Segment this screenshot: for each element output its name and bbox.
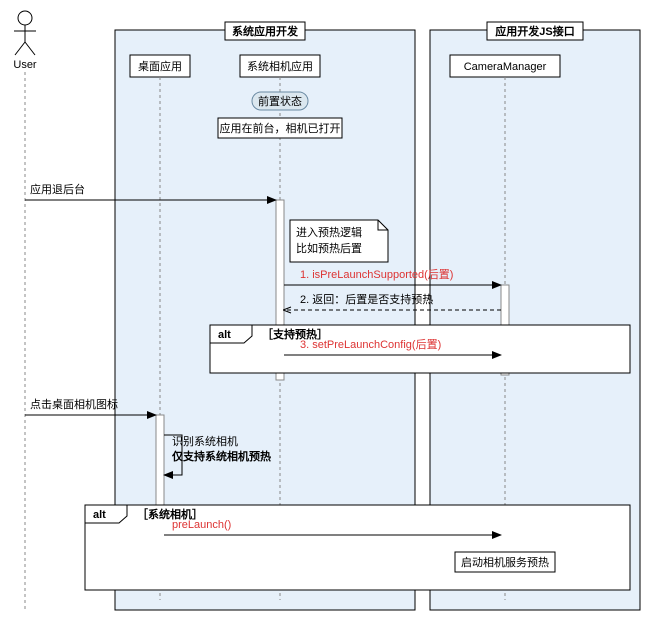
group-label-2: 应用开发JS接口	[495, 24, 574, 38]
group-label-1: 系统应用开发	[232, 24, 299, 38]
message-click-camera-icon-text: 点击桌面相机图标	[30, 397, 118, 411]
note-preheat-line1: 进入预热逻辑	[296, 225, 362, 239]
alt-label-2: alt	[93, 509, 106, 521]
message-app-background-text: 应用退后台	[30, 182, 85, 196]
message-is-prelaunch-supported-text: 1. isPreLaunchSupported(后置)	[300, 268, 453, 281]
alt-block-system-camera: alt ［系统相机］	[85, 505, 630, 590]
actor-user: User	[13, 11, 37, 610]
participant-camera-label: 系统相机应用	[247, 59, 313, 73]
note-start-camera-service-text: 启动相机服务预热	[461, 555, 549, 569]
state-badge: 前置状态	[252, 92, 308, 110]
note-initial-text: 应用在前台，相机已打开	[220, 121, 341, 135]
participant-desktop-label: 桌面应用	[138, 59, 182, 73]
actor-label: User	[13, 59, 37, 71]
participant-mgr-label: CameraManager	[464, 61, 547, 73]
note-preheat-logic: 进入预热逻辑 比如预热后置	[290, 220, 388, 262]
note-initial: 应用在前台，相机已打开	[218, 118, 342, 138]
message-return-supported-text: 2. 返回：后置是否支持预热	[300, 292, 433, 306]
note-recognize-line2: 仅支持系统相机预热	[171, 449, 271, 463]
note-start-camera-service: 启动相机服务预热	[455, 552, 555, 572]
message-set-prelaunch-config-text: 3. setPreLaunchConfig(后置)	[300, 338, 441, 351]
alt-label-1: alt	[218, 329, 231, 341]
note-preheat-line2: 比如预热后置	[296, 241, 362, 255]
message-prelaunch-text: preLaunch()	[172, 519, 231, 531]
state-label: 前置状态	[258, 94, 302, 108]
